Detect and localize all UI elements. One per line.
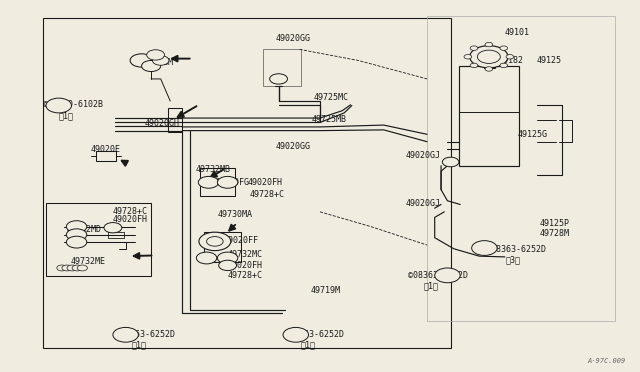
Text: ㈨1㈩: ㈨1㈩: [424, 281, 439, 290]
Bar: [204, 232, 241, 262]
Text: 49020FH: 49020FH: [113, 215, 148, 224]
Circle shape: [198, 176, 219, 188]
Text: 49125: 49125: [537, 56, 562, 65]
Circle shape: [218, 176, 238, 188]
Bar: [43, 18, 451, 349]
Circle shape: [67, 236, 87, 248]
Circle shape: [470, 46, 508, 68]
Circle shape: [152, 56, 169, 65]
Text: 49020FF: 49020FF: [223, 236, 258, 245]
Circle shape: [435, 268, 460, 283]
Bar: [427, 16, 615, 321]
Circle shape: [67, 221, 87, 232]
Text: S: S: [57, 103, 61, 108]
Text: 49020GG: 49020GG: [275, 34, 310, 43]
Bar: [96, 151, 116, 161]
Text: A·97C.009: A·97C.009: [588, 358, 626, 364]
Text: 49732MB: 49732MB: [196, 165, 231, 174]
Text: 49728M: 49728M: [540, 230, 570, 238]
Text: ©08360-6102B: ©08360-6102B: [43, 100, 103, 109]
Text: 49719M: 49719M: [310, 286, 340, 295]
Circle shape: [207, 237, 223, 246]
Text: 49732ME: 49732ME: [70, 257, 105, 266]
Bar: [108, 232, 124, 238]
Circle shape: [269, 74, 287, 84]
Text: 49020FG: 49020FG: [215, 178, 250, 187]
Circle shape: [62, 265, 72, 271]
Text: 49020GH: 49020GH: [145, 119, 180, 128]
Circle shape: [219, 260, 237, 270]
Circle shape: [147, 50, 164, 60]
Circle shape: [113, 327, 138, 342]
Text: 49020GM: 49020GM: [138, 58, 173, 67]
Text: 49182: 49182: [499, 56, 524, 65]
Circle shape: [104, 222, 122, 233]
Bar: [200, 167, 236, 196]
Circle shape: [72, 265, 83, 271]
Circle shape: [470, 46, 478, 50]
Circle shape: [442, 157, 459, 167]
Text: S: S: [483, 246, 486, 250]
Text: ㈨1㈩: ㈨1㈩: [59, 111, 74, 121]
Circle shape: [485, 67, 493, 71]
Circle shape: [46, 98, 72, 113]
Circle shape: [218, 252, 238, 264]
Text: 49728+C: 49728+C: [228, 271, 262, 280]
Text: S: S: [124, 332, 127, 337]
Bar: [168, 109, 182, 132]
Circle shape: [57, 265, 67, 271]
Text: 49725MC: 49725MC: [314, 93, 349, 102]
Text: S: S: [294, 332, 298, 337]
Text: 49732MD: 49732MD: [67, 225, 102, 234]
Text: 49732MC: 49732MC: [228, 250, 262, 259]
Bar: [484, 57, 495, 68]
Text: 49020E: 49020E: [91, 145, 120, 154]
Circle shape: [199, 232, 231, 251]
Text: ©08363-6252D: ©08363-6252D: [408, 271, 468, 280]
Text: ©08363-6252D: ©08363-6252D: [486, 245, 546, 254]
Text: 49020GG: 49020GG: [275, 142, 310, 151]
Circle shape: [283, 327, 308, 342]
Circle shape: [477, 50, 500, 63]
Text: ©08363-6252D: ©08363-6252D: [284, 330, 344, 339]
Text: ㈨1㈩: ㈨1㈩: [132, 340, 147, 349]
Circle shape: [500, 46, 508, 50]
Text: 49101: 49101: [505, 28, 530, 37]
Text: 49730MA: 49730MA: [218, 210, 253, 219]
Circle shape: [500, 63, 508, 68]
Text: 49020GJ: 49020GJ: [406, 151, 441, 160]
Text: 49725MB: 49725MB: [312, 115, 347, 124]
Circle shape: [485, 42, 493, 47]
Circle shape: [130, 54, 153, 67]
Text: ㈨1㈩: ㈨1㈩: [301, 340, 316, 349]
Circle shape: [67, 265, 77, 271]
Text: 49125G: 49125G: [518, 130, 548, 139]
Text: ©08363-6252D: ©08363-6252D: [115, 330, 175, 339]
Circle shape: [196, 252, 217, 264]
Circle shape: [472, 241, 497, 256]
Text: 49020GJ: 49020GJ: [406, 199, 441, 208]
Bar: [459, 66, 520, 166]
Circle shape: [141, 61, 161, 71]
Circle shape: [506, 55, 514, 59]
Bar: [46, 203, 151, 276]
Text: 49728+C: 49728+C: [113, 206, 148, 216]
Text: 49020FH: 49020FH: [228, 261, 262, 270]
Circle shape: [77, 265, 88, 271]
Text: 49728+C: 49728+C: [250, 190, 285, 199]
Text: ㈨3㈩: ㈨3㈩: [506, 255, 521, 264]
Circle shape: [67, 229, 87, 241]
Circle shape: [470, 63, 478, 68]
Text: 49125P: 49125P: [540, 219, 570, 228]
Text: 49020FH: 49020FH: [247, 178, 282, 187]
Bar: [262, 49, 301, 86]
Circle shape: [464, 55, 472, 59]
Text: S: S: [445, 273, 449, 278]
